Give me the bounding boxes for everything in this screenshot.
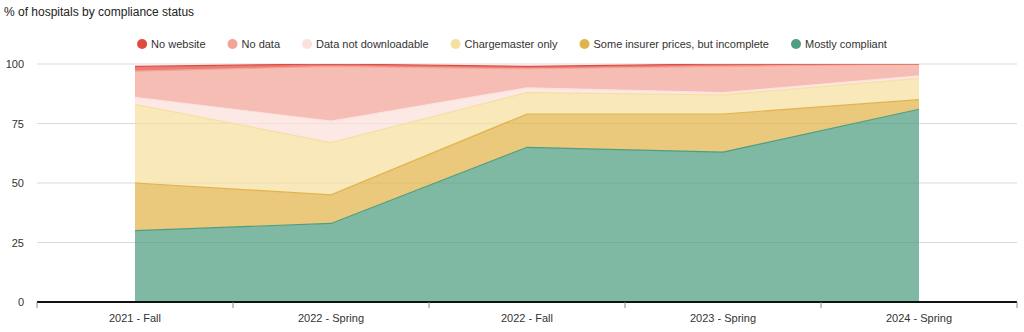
legend-swatch <box>228 39 238 49</box>
area-edge <box>135 64 919 66</box>
x-tick-label: 2022 - Spring <box>298 312 364 324</box>
legend-swatch <box>580 39 590 49</box>
legend-label: No data <box>242 38 281 50</box>
legend-label: Chargemaster only <box>465 38 558 50</box>
x-tick-label: 2023 - Spring <box>690 312 756 324</box>
area-edge <box>135 64 919 71</box>
x-tick <box>233 302 234 308</box>
y-tick-label: 0 <box>18 296 24 308</box>
x-tick <box>37 302 38 308</box>
title: % of hospitals by compliance status <box>4 5 194 19</box>
legend-swatch <box>451 39 461 49</box>
area-edge <box>135 100 919 195</box>
area-edge <box>135 76 919 121</box>
y-tick-label: 50 <box>12 177 24 189</box>
chart: % of hospitals by compliance status 0 25 50… <box>0 0 1024 332</box>
y-tick-label: 100 <box>6 58 24 70</box>
x-axis <box>37 301 1017 303</box>
x-tick-label: 2024 - Spring <box>886 312 952 324</box>
x-tick-label: 2022 - Fall <box>501 312 553 324</box>
legend-label: Mostly compliant <box>805 38 887 50</box>
legend: No website No data Data not downloadable Ch… <box>137 38 887 50</box>
legend-swatch <box>791 39 801 49</box>
y-tick-label: 25 <box>12 237 24 249</box>
plot-area <box>135 64 919 302</box>
legend-label: Some insurer prices, but incomplete <box>594 38 769 50</box>
legend-label: Data not downloadable <box>316 38 429 50</box>
x-tick <box>625 302 626 308</box>
x-tick-label: 2021 - Fall <box>109 312 161 324</box>
y-tick-label: 75 <box>12 118 24 130</box>
area <box>135 64 919 71</box>
x-tick <box>1017 302 1018 308</box>
x-tick <box>429 302 430 308</box>
x-tick <box>821 302 822 308</box>
legend-swatch <box>302 39 312 49</box>
legend-swatch <box>137 39 147 49</box>
legend-label: No website <box>151 38 205 50</box>
